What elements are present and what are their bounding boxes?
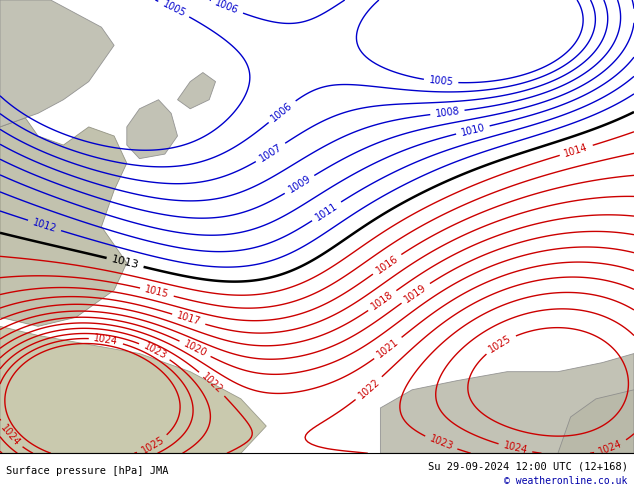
Text: 1008: 1008 <box>435 106 460 119</box>
Text: 1021: 1021 <box>375 337 401 360</box>
Polygon shape <box>380 354 634 453</box>
Text: 1013: 1013 <box>110 254 140 270</box>
Text: 1010: 1010 <box>460 122 486 138</box>
Text: 1006: 1006 <box>269 100 295 123</box>
Text: 1023: 1023 <box>428 434 455 452</box>
Polygon shape <box>0 118 127 326</box>
Text: 1006: 1006 <box>214 0 240 16</box>
Text: 1005: 1005 <box>429 75 454 88</box>
Text: 1024: 1024 <box>93 333 119 347</box>
Polygon shape <box>558 390 634 453</box>
Polygon shape <box>127 99 178 159</box>
Text: 1018: 1018 <box>370 290 395 312</box>
Polygon shape <box>0 326 266 453</box>
Text: Surface pressure [hPa] JMA: Surface pressure [hPa] JMA <box>6 466 169 476</box>
Text: © weatheronline.co.uk: © weatheronline.co.uk <box>504 476 628 486</box>
Text: 1025: 1025 <box>139 435 166 456</box>
Polygon shape <box>0 0 114 127</box>
Polygon shape <box>178 73 216 109</box>
Text: 1022: 1022 <box>356 376 382 400</box>
Text: 1015: 1015 <box>144 284 170 300</box>
Text: 1024: 1024 <box>0 422 22 448</box>
Text: 1016: 1016 <box>374 253 400 275</box>
Text: 1011: 1011 <box>314 200 340 222</box>
Text: 1023: 1023 <box>141 341 168 361</box>
Text: 1024: 1024 <box>597 439 624 457</box>
Text: 1020: 1020 <box>182 339 209 359</box>
Text: 1009: 1009 <box>287 174 313 195</box>
Text: 1017: 1017 <box>176 311 202 328</box>
Text: 1014: 1014 <box>563 142 590 159</box>
Text: 1025: 1025 <box>488 333 514 354</box>
Text: 1007: 1007 <box>257 142 283 163</box>
Text: 1022: 1022 <box>200 371 224 396</box>
Text: 1019: 1019 <box>403 282 429 304</box>
Text: 1005: 1005 <box>160 0 187 19</box>
Text: 1024: 1024 <box>502 441 528 456</box>
Text: Su 29-09-2024 12:00 UTC (12+168): Su 29-09-2024 12:00 UTC (12+168) <box>428 462 628 471</box>
Text: 1012: 1012 <box>31 217 58 234</box>
